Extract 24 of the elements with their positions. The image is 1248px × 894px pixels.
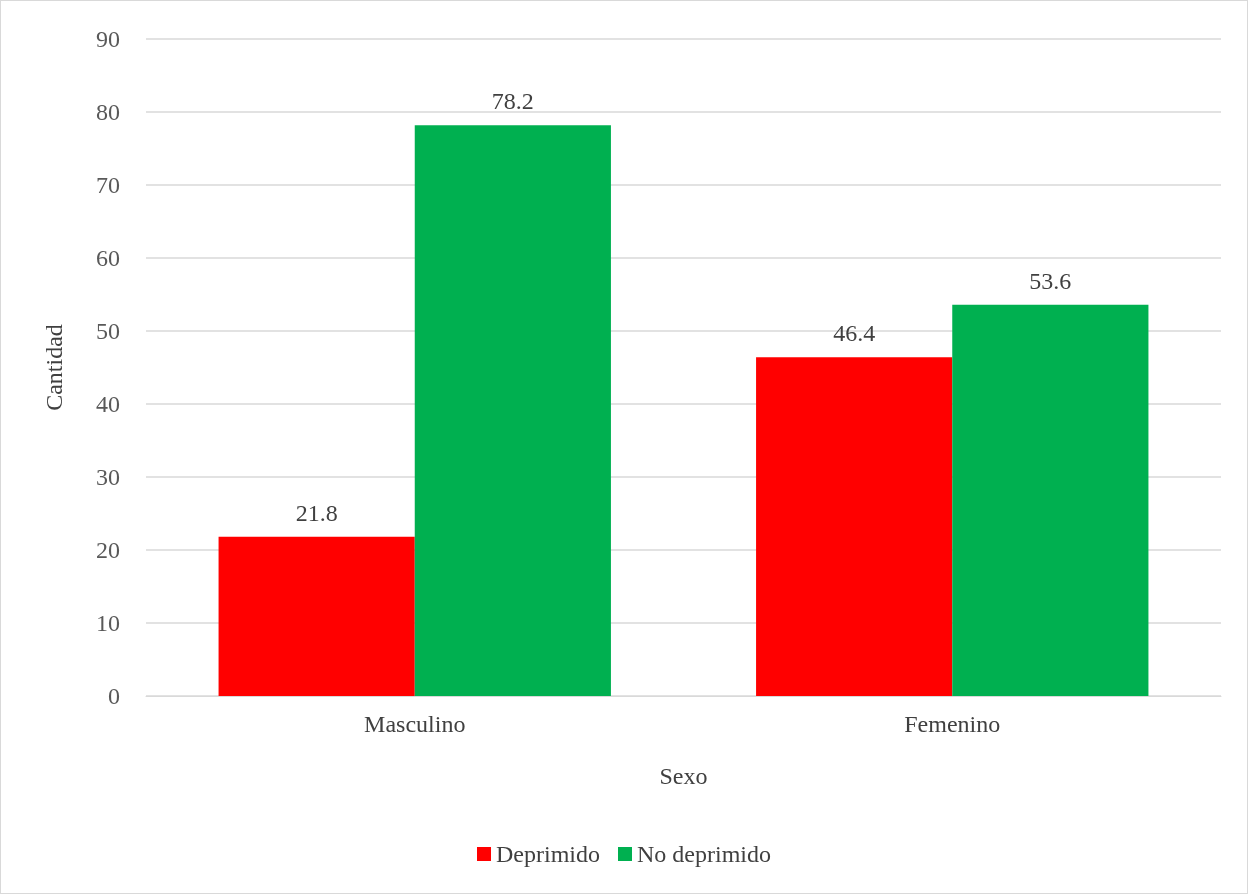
bar (414, 125, 611, 696)
legend-label: No deprimido (637, 841, 771, 867)
legend-label: Deprimido (496, 841, 600, 867)
y-tick-label: 0 (108, 683, 120, 709)
y-tick-label: 70 (96, 172, 120, 198)
bar (756, 357, 953, 696)
y-tick-label: 10 (96, 610, 120, 636)
y-tick-label: 60 (96, 245, 120, 271)
data-label: 78.2 (491, 88, 534, 115)
data-label: 21.8 (295, 499, 338, 526)
y-tick-label: 50 (96, 318, 120, 344)
y-tick-label: 40 (96, 391, 120, 417)
y-tick-label: 80 (96, 99, 120, 125)
x-axis-title: Sexo (659, 763, 708, 789)
y-tick-label: 30 (96, 464, 120, 490)
bar (218, 536, 415, 696)
data-label: 46.4 (833, 320, 876, 347)
y-axis-title: Cantidad (41, 324, 67, 411)
y-tick-label: 90 (96, 26, 120, 52)
x-tick-label: Masculino (364, 711, 466, 737)
y-tick-label: 20 (96, 537, 120, 563)
bar (952, 304, 1149, 696)
x-tick-label: Femenino (904, 711, 1001, 737)
data-label: 53.6 (1029, 267, 1072, 294)
